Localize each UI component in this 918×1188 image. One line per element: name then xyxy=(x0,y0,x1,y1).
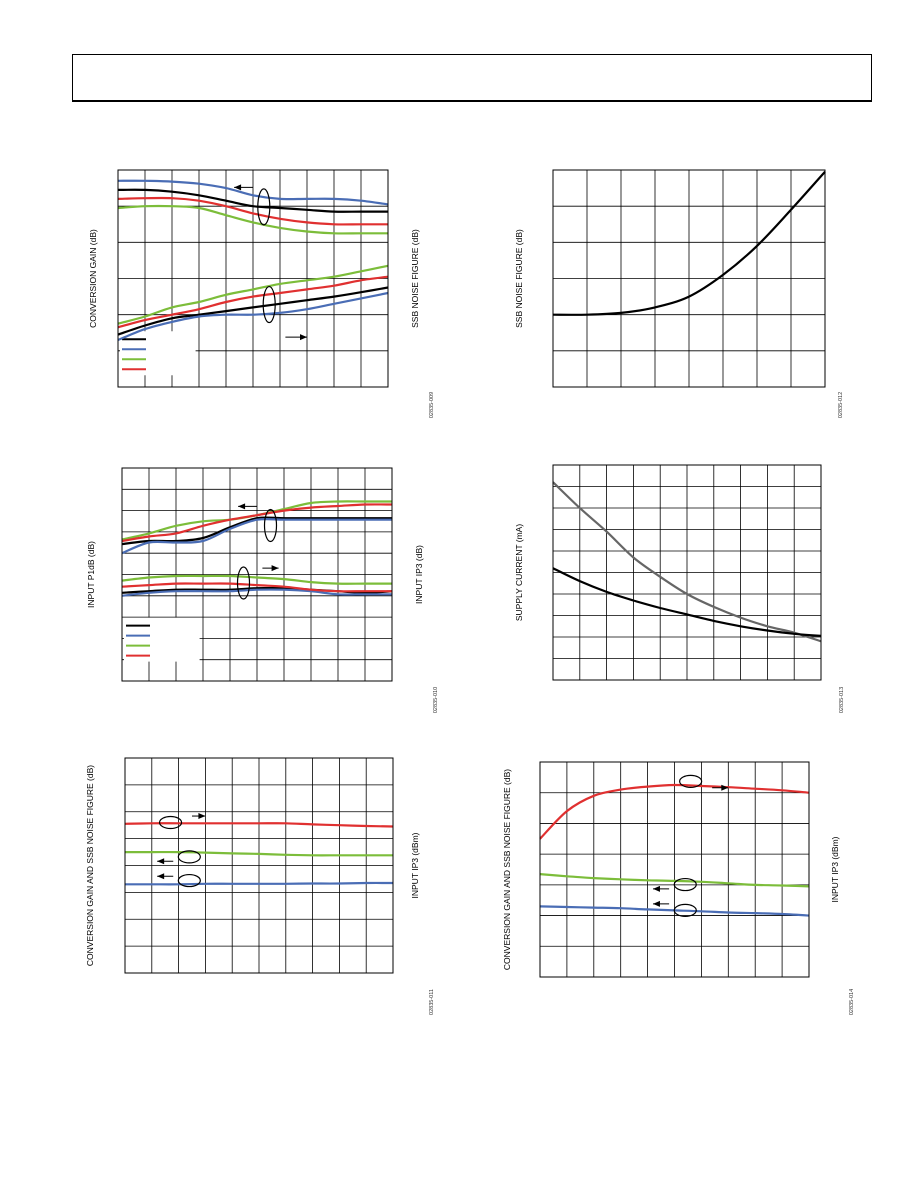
annotation-ellipse xyxy=(177,873,201,888)
annotation-arrow-head xyxy=(157,858,165,865)
series-line-1 xyxy=(117,179,389,206)
y-axis-label-left: CONVERSION GAIN (dB) xyxy=(88,229,98,328)
series-line-6 xyxy=(121,574,392,585)
y-axis-label-left: CONVERSION GAIN AND SSB NOISE FIGURE (dB… xyxy=(85,765,95,966)
y-axis-label-left: INPUT P1dB (dB) xyxy=(86,541,96,608)
plot-frame xyxy=(121,467,393,682)
y-axis-label-right: SSB NOISE FIGURE (dB) xyxy=(410,229,420,328)
plot-frame xyxy=(552,464,822,681)
annotation-ellipse xyxy=(263,508,278,543)
plot-frame xyxy=(552,169,826,388)
annotation-ellipse xyxy=(673,903,697,917)
series-line-1 xyxy=(124,850,393,857)
series-line-0 xyxy=(539,783,810,840)
figure-id: 02835-011 xyxy=(429,989,435,1015)
annotation-arrow-head xyxy=(652,900,660,907)
series-line-0 xyxy=(121,516,392,546)
conversion-gain-nf-ip3-chart-right: CONVERSION GAIN AND SSB NOISE FIGURE (dB… xyxy=(502,761,855,1015)
annotation-arrow-head xyxy=(157,873,165,880)
series-line-1 xyxy=(121,517,392,555)
annotation-ellipse xyxy=(177,850,201,864)
series-line-5 xyxy=(121,588,392,597)
series-line-2 xyxy=(125,881,394,886)
annotation-ellipse xyxy=(257,188,271,226)
series-line-4 xyxy=(117,286,389,336)
input-p1db-chart: INPUT P1dB (dB) INPUT IP3 (dB) 02835-010 xyxy=(86,467,439,713)
conversion-gain-nf-ip3-chart-left: CONVERSION GAIN AND SSB NOISE FIGURE (dB… xyxy=(85,757,435,1015)
plot-frame xyxy=(117,169,389,388)
series-line-0 xyxy=(552,481,822,643)
plot-frame xyxy=(539,761,810,978)
annotation-ellipse xyxy=(236,566,251,600)
series-line-3 xyxy=(121,503,393,543)
y-axis-label-right: INPUT IP3 (dBm) xyxy=(410,832,420,898)
y-axis-label-left: SSB NOISE FIGURE (dB) xyxy=(514,229,524,328)
plot-frame xyxy=(124,757,394,974)
series-line-0 xyxy=(552,171,826,316)
series-line-1 xyxy=(552,567,822,637)
annotation-arrow-head xyxy=(652,885,660,892)
annotation-arrow-head xyxy=(271,565,279,572)
y-axis-label-right: INPUT IP3 (dB) xyxy=(414,545,424,604)
series-line-3 xyxy=(117,196,388,226)
series-line-2 xyxy=(117,204,388,235)
annotation-arrow-head xyxy=(238,503,246,510)
page-header-box xyxy=(72,54,872,102)
series-line-0 xyxy=(117,188,388,213)
series-line-6 xyxy=(117,264,389,325)
annotation-arrow-head xyxy=(721,784,729,791)
annotation-ellipse xyxy=(158,815,183,830)
figure-id: 02835-012 xyxy=(838,392,844,418)
y-axis-label-left: SUPPLY CURRENT (mA) xyxy=(514,524,524,621)
y-axis-label-right: INPUT IP3 (dBm) xyxy=(830,836,840,902)
figure-id: 02835-010 xyxy=(433,687,439,713)
annotation-arrow-head xyxy=(300,334,307,341)
conversion-gain-chart: CONVERSION GAIN (dB) SSB NOISE FIGURE (dB… xyxy=(88,169,435,418)
ssb-noise-figure-chart: SSB NOISE FIGURE (dB) 02835-012 xyxy=(514,169,844,418)
series-line-0 xyxy=(124,822,394,828)
series-line-7 xyxy=(117,275,389,329)
annotation-arrow-head xyxy=(198,813,206,820)
y-axis-label-left: CONVERSION GAIN AND SSB NOISE FIGURE (dB… xyxy=(502,769,512,970)
annotation-ellipse xyxy=(673,877,697,892)
annotation-arrow-head xyxy=(234,184,242,191)
annotation-ellipse xyxy=(262,285,276,324)
series-line-7 xyxy=(121,582,392,593)
annotation-ellipse xyxy=(679,774,703,788)
series-line-5 xyxy=(117,291,389,342)
figure-id: 02835-014 xyxy=(849,989,855,1015)
figure-id: 02835-013 xyxy=(839,687,845,713)
figure-id: 02835-009 xyxy=(429,392,435,418)
series-line-1 xyxy=(539,873,810,888)
supply-current-chart: SUPPLY CURRENT (mA) 02835-013 xyxy=(514,464,845,713)
